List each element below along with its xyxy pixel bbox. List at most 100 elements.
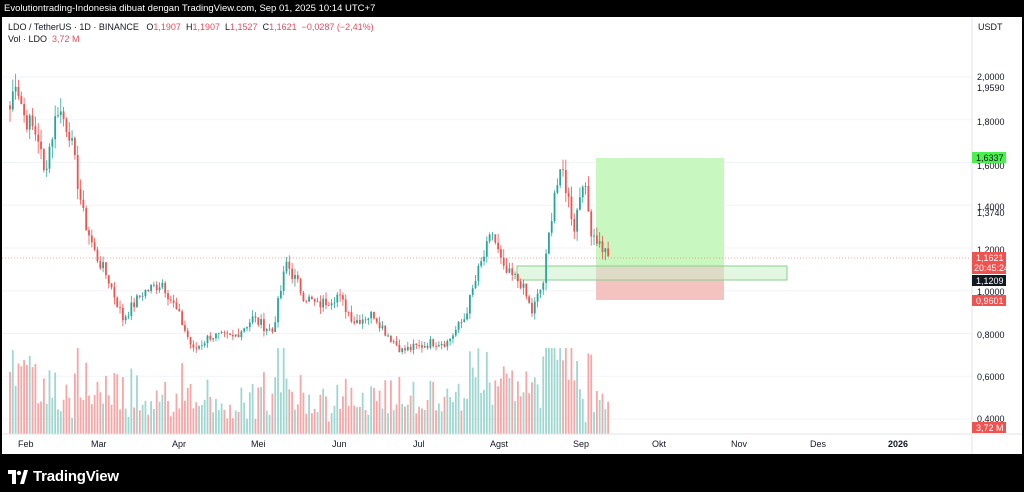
- candle-body: [178, 308, 181, 312]
- candle-body: [85, 208, 88, 231]
- candle-body: [319, 301, 322, 308]
- volume-bar: [423, 409, 426, 434]
- candle-body: [310, 296, 313, 300]
- volume-bar: [327, 421, 330, 434]
- volume-bar: [437, 403, 440, 434]
- volume-bar: [9, 371, 11, 434]
- candle-body: [113, 287, 116, 298]
- candle-body: [110, 283, 113, 288]
- volume-bar: [313, 408, 316, 434]
- last-price-text: 1,1621: [976, 253, 1004, 263]
- volume-bar: [502, 366, 505, 434]
- chart-frame[interactable]: USDT 2,0000 1,9590 1,8000 1,6000 1,4000 …: [2, 17, 1022, 454]
- candle-body: [296, 275, 299, 280]
- time-axis[interactable]: Feb Mar Apr Mei Jun Jul Agst Sep Okt Nov…: [2, 433, 1022, 449]
- candle-body: [468, 294, 471, 314]
- volume-bar: [265, 410, 268, 434]
- volume-bar: [418, 406, 421, 434]
- candle-body: [322, 298, 325, 308]
- candle-body: [398, 345, 401, 353]
- volume-label[interactable]: Vol · LDO: [8, 34, 48, 44]
- volume-bar: [587, 353, 590, 434]
- volume-bar: [20, 366, 23, 434]
- long-position-tool[interactable]: [596, 158, 724, 300]
- volume-bar: [310, 413, 313, 434]
- time-label: Feb: [18, 439, 34, 449]
- volume-bar: [539, 407, 542, 434]
- candle-body: [595, 235, 598, 244]
- volume-bar: [299, 375, 302, 434]
- volume-bar: [23, 360, 26, 434]
- volume-bar: [82, 399, 85, 434]
- candle-body: [339, 294, 342, 296]
- candle-body: [483, 256, 485, 262]
- candle-body: [305, 301, 308, 302]
- volume-bar: [607, 401, 610, 434]
- target-zone[interactable]: [596, 158, 724, 266]
- candle-body: [593, 235, 595, 237]
- volume-bar: [358, 406, 361, 434]
- candle-body: [505, 265, 508, 273]
- symbol-title[interactable]: LDO / TetherUS · 1D · BINANCE: [8, 22, 139, 32]
- volume-bar: [209, 396, 212, 434]
- candle-body: [559, 169, 562, 186]
- candle-body: [364, 319, 367, 321]
- price-tick-label: 0,8000: [977, 330, 1005, 340]
- candle-body: [9, 105, 11, 110]
- volume-bar: [189, 383, 192, 434]
- price-axis[interactable]: USDT 2,0000 1,9590 1,8000 1,6000 1,4000 …: [971, 17, 1009, 454]
- candle-body: [485, 241, 488, 257]
- price-chart[interactable]: USDT 2,0000 1,9590 1,8000 1,6000 1,4000 …: [2, 17, 1022, 454]
- volume-bar: [342, 396, 344, 434]
- candle-body: [220, 331, 223, 333]
- candle-body: [488, 234, 491, 242]
- candle-body: [601, 241, 604, 252]
- candle-body: [274, 322, 277, 332]
- candle-body: [401, 348, 404, 353]
- volume-bar: [54, 372, 57, 434]
- tradingview-logo[interactable]: TradingView: [8, 468, 119, 485]
- volume-bar: [398, 376, 401, 434]
- volume-bar: [477, 348, 480, 434]
- volume-bar: [203, 399, 206, 434]
- volume-bar: [302, 392, 305, 434]
- candle-body: [494, 234, 497, 243]
- volume-bar: [595, 390, 598, 434]
- volume-bar: [150, 401, 152, 434]
- volume-bar: [138, 410, 141, 434]
- candle-body: [452, 335, 454, 339]
- candle-body: [189, 336, 192, 345]
- candle-body: [99, 261, 102, 269]
- volume-bar: [474, 377, 477, 434]
- candle-body: [367, 318, 370, 321]
- target-price-badge: [972, 152, 1006, 163]
- candle-body: [167, 293, 169, 300]
- volume-bar: [553, 348, 556, 434]
- volume-bar: [429, 380, 432, 434]
- candle-body: [246, 327, 248, 329]
- candle-body: [508, 268, 511, 273]
- volume-bar: [141, 404, 144, 434]
- volume-bar: [511, 370, 514, 434]
- candle-body: [212, 338, 215, 340]
- candle-body: [147, 290, 150, 292]
- candle-body: [17, 86, 20, 97]
- volume-bar: [533, 377, 536, 434]
- candle-body: [347, 312, 350, 313]
- target-price-text: 1,6337: [976, 153, 1004, 163]
- volume-bar: [330, 413, 333, 434]
- candle-body: [282, 271, 285, 291]
- volume-bar: [127, 416, 130, 434]
- candle-body: [581, 186, 584, 198]
- volume-bar: [28, 355, 31, 434]
- volume-bar: [42, 378, 45, 434]
- candle-body: [421, 345, 423, 348]
- volume-bar: [452, 402, 454, 434]
- entry-box[interactable]: [516, 265, 788, 281]
- candle-body: [271, 328, 274, 332]
- candle-body: [598, 241, 601, 244]
- volume-bar: [90, 404, 93, 434]
- candle-body: [288, 261, 291, 269]
- candle-body: [240, 331, 243, 338]
- volume-bar: [573, 380, 576, 434]
